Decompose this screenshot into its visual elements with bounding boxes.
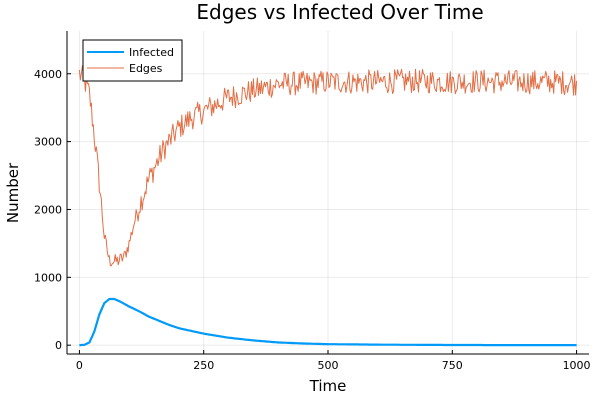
legend-label-edges: Edges [129, 62, 163, 75]
x-tick-label: 1000 [563, 359, 591, 372]
series-line-edges [78, 65, 578, 267]
x-tick-label: 750 [442, 359, 463, 372]
legend-box [82, 39, 183, 82]
y-ticks: 0 1000 2000 3000 4000 [34, 68, 71, 352]
y-tick-label: 2000 [34, 203, 62, 216]
legend-label-infected: Infected [129, 46, 174, 59]
x-tick-label: 250 [193, 359, 214, 372]
x-ticks: 0 250 500 750 1000 [76, 350, 591, 372]
y-tick-label: 0 [55, 339, 62, 352]
chart-title: Edges vs Infected Over Time [196, 0, 483, 24]
y-tick-label: 4000 [34, 68, 62, 81]
x-tick-label: 500 [318, 359, 339, 372]
x-axis-label: Time [309, 377, 347, 395]
x-tick-label: 0 [76, 359, 83, 372]
y-tick-label: 1000 [34, 271, 62, 284]
series-line-infected [79, 297, 577, 347]
y-axis-label: Number [4, 162, 22, 223]
legend: Infected Edges [82, 39, 183, 82]
y-tick-label: 3000 [34, 136, 62, 149]
series-layer [78, 65, 578, 347]
